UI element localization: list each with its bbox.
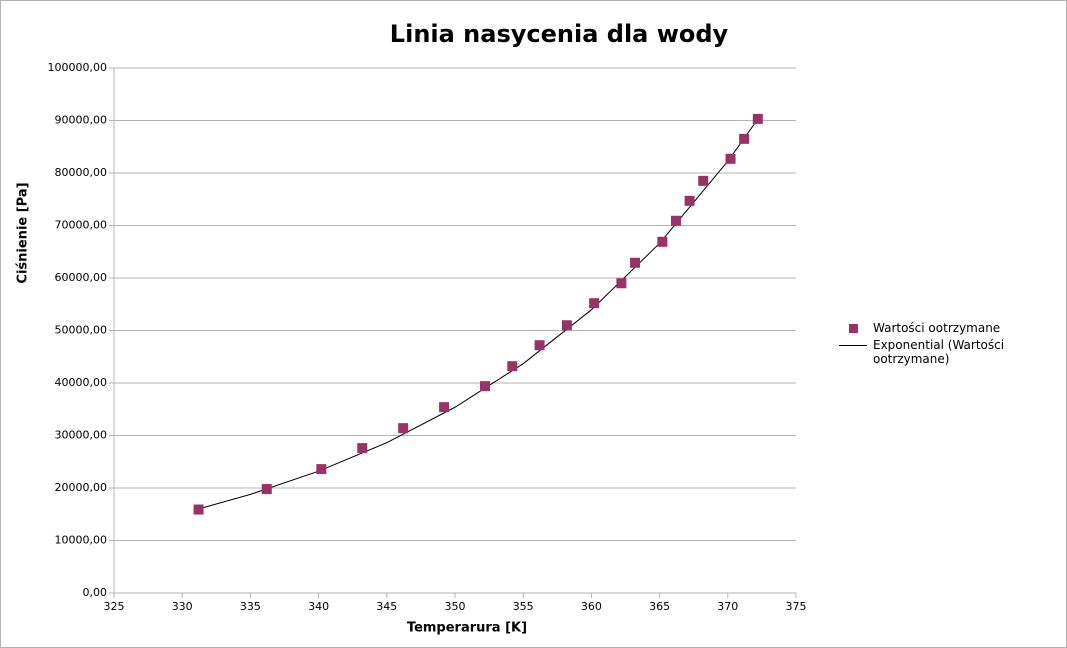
- legend: Wartości ootrzymane Exponential (Wartości…: [839, 321, 1029, 368]
- point: [698, 175, 709, 186]
- legend-marker: [849, 324, 858, 333]
- y-tick-label: 70000,00: [55, 219, 108, 232]
- x-tick-label: 370: [717, 600, 738, 613]
- x-tick-label: 360: [581, 600, 602, 613]
- legend-item: Wartości ootrzymane: [839, 321, 1029, 336]
- point: [589, 298, 600, 309]
- y-tick-label: 0,00: [83, 586, 108, 599]
- y-tick-label: 30000,00: [55, 429, 108, 442]
- point: [193, 504, 204, 515]
- y-tick-label: 40000,00: [55, 376, 108, 389]
- legend-item: Exponential (Wartości ootrzymane): [839, 338, 1029, 366]
- point: [670, 215, 681, 226]
- point: [534, 340, 545, 351]
- x-tick-label: 365: [649, 600, 670, 613]
- y-axis-title: Ciśnienie [Pa]: [16, 182, 31, 283]
- point: [725, 153, 736, 164]
- point: [616, 278, 627, 289]
- legend-marker: [839, 345, 867, 346]
- x-tick-label: 350: [445, 600, 466, 613]
- point: [316, 464, 327, 475]
- x-tick-label: 335: [240, 600, 261, 613]
- point: [357, 443, 368, 454]
- y-tick-label: 20000,00: [55, 481, 108, 494]
- x-tick-label: 330: [172, 600, 193, 613]
- x-tick-label: 340: [308, 600, 329, 613]
- x-tick-label: 375: [786, 600, 807, 613]
- y-tick-label: 60000,00: [55, 271, 108, 284]
- legend-label: Wartości ootrzymane: [873, 321, 1001, 335]
- x-tick-label: 345: [376, 600, 397, 613]
- x-tick-label: 355: [513, 600, 534, 613]
- point: [739, 133, 750, 144]
- point: [507, 361, 518, 372]
- point: [561, 320, 572, 331]
- x-tick-label: 325: [104, 600, 125, 613]
- point: [630, 257, 641, 268]
- point: [398, 423, 409, 434]
- y-tick-label: 100000,00: [48, 61, 108, 74]
- y-tick-label: 80000,00: [55, 166, 108, 179]
- legend-symbol: [839, 321, 867, 336]
- point: [657, 236, 668, 247]
- legend-symbol: [839, 338, 867, 353]
- x-axis-title: Temperarura [K]: [407, 621, 527, 636]
- y-tick-label: 10000,00: [55, 534, 108, 547]
- trend-line: [198, 118, 759, 510]
- point: [684, 195, 695, 206]
- legend-label: Exponential (Wartości ootrzymane): [873, 338, 1005, 366]
- chart-title: Linia nasycenia dla wody: [390, 20, 729, 48]
- point: [752, 113, 763, 124]
- point: [261, 484, 272, 495]
- y-tick-label: 50000,00: [55, 324, 108, 337]
- point: [480, 381, 491, 392]
- point: [439, 402, 450, 413]
- y-tick-label: 90000,00: [55, 114, 108, 127]
